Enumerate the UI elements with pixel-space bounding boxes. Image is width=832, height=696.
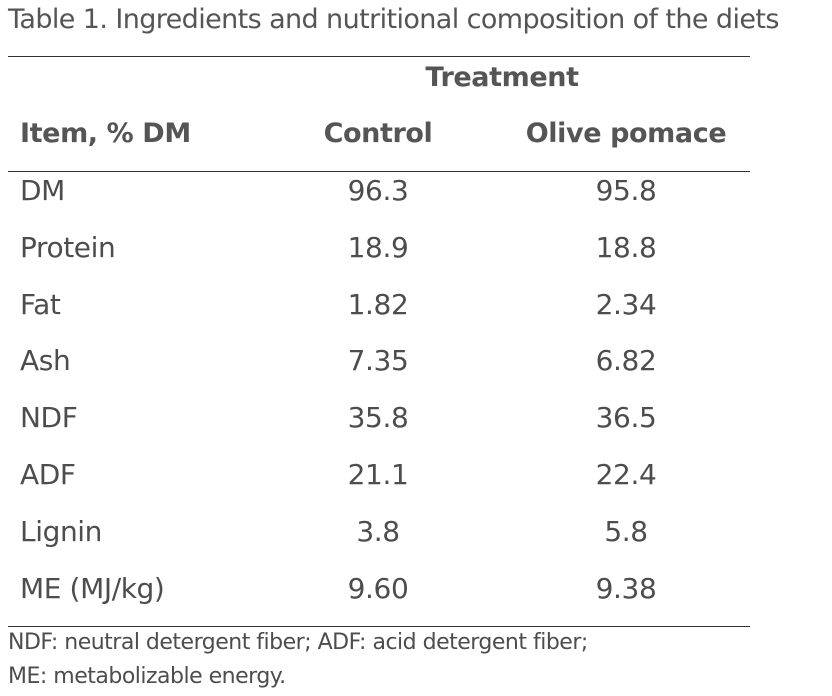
row-item: Lignin (20, 514, 103, 548)
control-value: 3.8 (356, 514, 400, 548)
table-row: ADF 21.1 22.4 (0, 447, 760, 504)
control-value: 9.60 (347, 571, 409, 605)
column-header-control: Control (323, 118, 433, 149)
control-value: 35.8 (347, 401, 409, 435)
table-caption: Table 1. Ingredients and nutritional com… (8, 4, 779, 35)
control-value: 1.82 (347, 287, 409, 321)
olive-pomace-value: 18.8 (595, 230, 657, 264)
row-item: ME (MJ/kg) (20, 571, 165, 605)
row-item: Fat (20, 287, 61, 321)
row-item: NDF (20, 401, 78, 435)
table-row: DM 96.3 95.8 (0, 163, 760, 220)
column-header-item: Item, % DM (20, 118, 191, 149)
table-row: Protein 18.9 18.8 (0, 220, 760, 277)
table-top-rule (8, 56, 750, 57)
table-row: NDF 35.8 36.5 (0, 390, 760, 447)
olive-pomace-value: 6.82 (595, 344, 657, 378)
header-rule (8, 171, 750, 172)
olive-pomace-value: 95.8 (595, 174, 657, 207)
table-bottom-rule (8, 626, 750, 627)
control-value: 96.3 (347, 174, 409, 207)
column-header-olive-pomace: Olive pomace (525, 118, 727, 149)
control-value: 7.35 (347, 344, 409, 378)
table-row: ME (MJ/kg) 9.60 9.38 (0, 561, 760, 618)
table-row: Lignin 3.8 5.8 (0, 504, 760, 561)
footnote-abbreviations-line-2: ME: metabolizable energy. (8, 664, 286, 689)
table-body: DM 96.3 95.8 Protein 18.9 18.8 Fat 1.82 … (0, 163, 760, 617)
control-value: 18.9 (347, 230, 409, 264)
row-item: Protein (20, 230, 116, 264)
row-item: DM (20, 174, 65, 207)
treatment-group-header: Treatment (425, 62, 579, 93)
olive-pomace-value: 2.34 (595, 287, 657, 321)
olive-pomace-value: 22.4 (595, 457, 657, 491)
olive-pomace-value: 36.5 (595, 401, 657, 435)
olive-pomace-value: 5.8 (604, 514, 648, 548)
table-row: Ash 7.35 6.82 (0, 333, 760, 390)
olive-pomace-value: 9.38 (595, 571, 657, 605)
row-item: ADF (20, 457, 76, 491)
row-item: Ash (20, 344, 71, 378)
control-value: 21.1 (347, 457, 409, 491)
table-row: Fat 1.82 2.34 (0, 277, 760, 334)
footnote-abbreviations-line-1: NDF: neutral detergent fiber; ADF: acid … (8, 630, 588, 655)
